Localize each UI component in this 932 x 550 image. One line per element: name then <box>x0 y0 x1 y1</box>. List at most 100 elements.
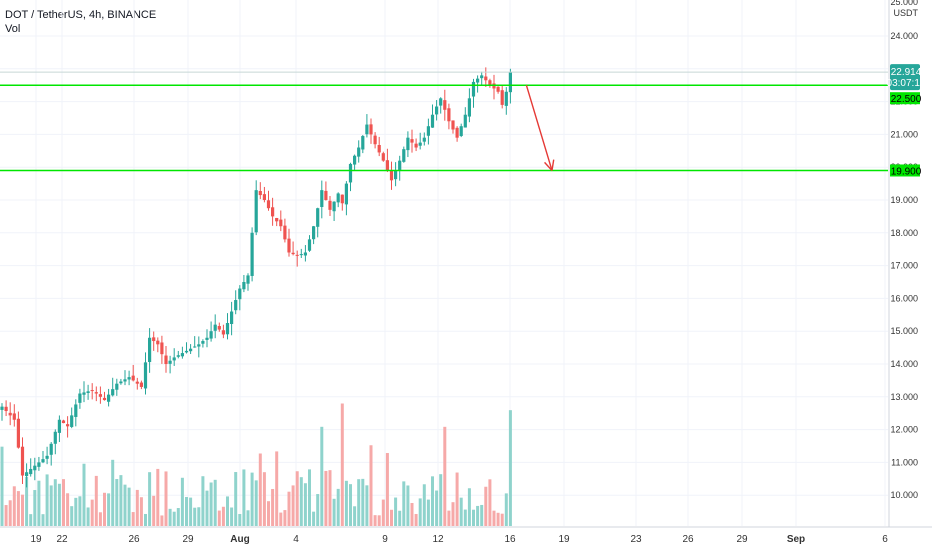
candle-body <box>180 353 184 357</box>
candle-body <box>389 169 394 181</box>
volume-bar <box>156 468 160 526</box>
volume-bar <box>357 479 361 526</box>
volume-bar <box>398 510 402 526</box>
volume-bar <box>431 476 434 526</box>
candle-body <box>90 390 94 392</box>
volume-bar <box>131 512 135 526</box>
candle-body <box>271 207 275 217</box>
volume-bar <box>422 484 426 526</box>
volume-bar <box>98 512 102 526</box>
candle-body <box>143 362 148 389</box>
candle-body <box>0 406 4 410</box>
candle-body <box>94 392 98 394</box>
volume-bar <box>504 493 508 526</box>
volume-bar <box>402 481 406 526</box>
candle-body <box>357 147 361 157</box>
candle-body <box>29 468 33 475</box>
candle-body <box>258 191 262 196</box>
volume-bar <box>25 477 29 526</box>
candle-body <box>152 337 156 342</box>
volume-bar <box>426 499 430 526</box>
volume-bar <box>344 480 348 526</box>
volume-bar <box>205 490 209 526</box>
candle-body <box>33 465 37 471</box>
volume-bar <box>381 499 385 526</box>
candle-body <box>377 145 381 153</box>
candle-body <box>66 424 70 427</box>
candle-body <box>332 201 336 212</box>
volume-bar <box>312 511 316 526</box>
volume-bar <box>234 472 238 526</box>
volume-bar <box>226 496 229 526</box>
candle-body <box>123 379 127 382</box>
y-tick-label: 24.000 <box>890 31 918 41</box>
candle-body <box>4 406 8 412</box>
volume-bar <box>373 515 377 526</box>
candle-body <box>127 377 131 380</box>
candle-body <box>209 331 213 339</box>
volume-bar <box>480 504 484 526</box>
candle-body <box>156 340 160 345</box>
x-tick-label: Aug <box>230 534 249 545</box>
volume-bar <box>152 495 156 526</box>
volume-bar <box>209 482 213 526</box>
candle-body <box>61 420 66 424</box>
candle-body <box>184 350 189 353</box>
candle-body <box>410 139 414 143</box>
candle-body <box>246 275 250 284</box>
candle-body <box>336 193 340 203</box>
volume-bar <box>320 426 324 526</box>
candle-body <box>225 323 230 335</box>
volume-bar <box>127 487 131 526</box>
candle-body <box>353 155 357 165</box>
volume-bar <box>172 511 176 526</box>
projection-arrowhead <box>544 161 553 171</box>
candle-body <box>172 357 176 361</box>
candle-body <box>74 404 78 417</box>
candle-body <box>414 143 418 148</box>
volume-bar <box>451 502 455 526</box>
volume-bar <box>217 510 221 526</box>
volume-bar <box>90 499 94 526</box>
candle-body <box>361 136 365 150</box>
volume-bar <box>123 484 127 526</box>
candle-body <box>139 382 143 387</box>
volume-bar <box>377 515 381 526</box>
volume-bar <box>213 479 217 526</box>
volume-bar <box>455 472 459 526</box>
candle-body <box>213 324 217 331</box>
x-tick-label: 19 <box>558 534 570 545</box>
level-badge-label: 22.500 <box>891 94 922 105</box>
candle-body <box>398 160 402 171</box>
volume-bar <box>291 485 295 526</box>
volume-bar <box>197 507 201 526</box>
volume-bar <box>148 472 152 526</box>
volume-bar <box>508 410 512 526</box>
current-price-value: 22.914 <box>891 67 922 78</box>
x-tick-label: 19 <box>30 534 42 545</box>
candle-body <box>291 252 295 255</box>
projection-arrow <box>525 84 553 171</box>
projection-arrowhead <box>551 159 555 171</box>
x-tick-label: Sep <box>787 534 805 545</box>
candle-body <box>115 383 119 390</box>
x-tick-label: 12 <box>432 534 444 545</box>
candle-body <box>463 114 467 128</box>
volume-bar <box>62 479 65 526</box>
bar-countdown: 03:07:16 <box>887 78 926 89</box>
candle-body <box>348 163 353 183</box>
candle-body <box>160 342 164 355</box>
level-badge <box>890 164 920 177</box>
volume-bar <box>103 492 106 526</box>
candle-body <box>70 415 74 427</box>
volume-bar <box>254 480 258 526</box>
candle-body <box>500 90 504 105</box>
y-tick-label: 16.000 <box>890 293 918 303</box>
volume-bar <box>57 483 61 526</box>
volume-bar <box>394 497 398 526</box>
volume-bar <box>308 469 311 526</box>
volume-bar <box>160 515 164 526</box>
volume-bar <box>262 472 266 526</box>
candle-body <box>480 75 484 79</box>
